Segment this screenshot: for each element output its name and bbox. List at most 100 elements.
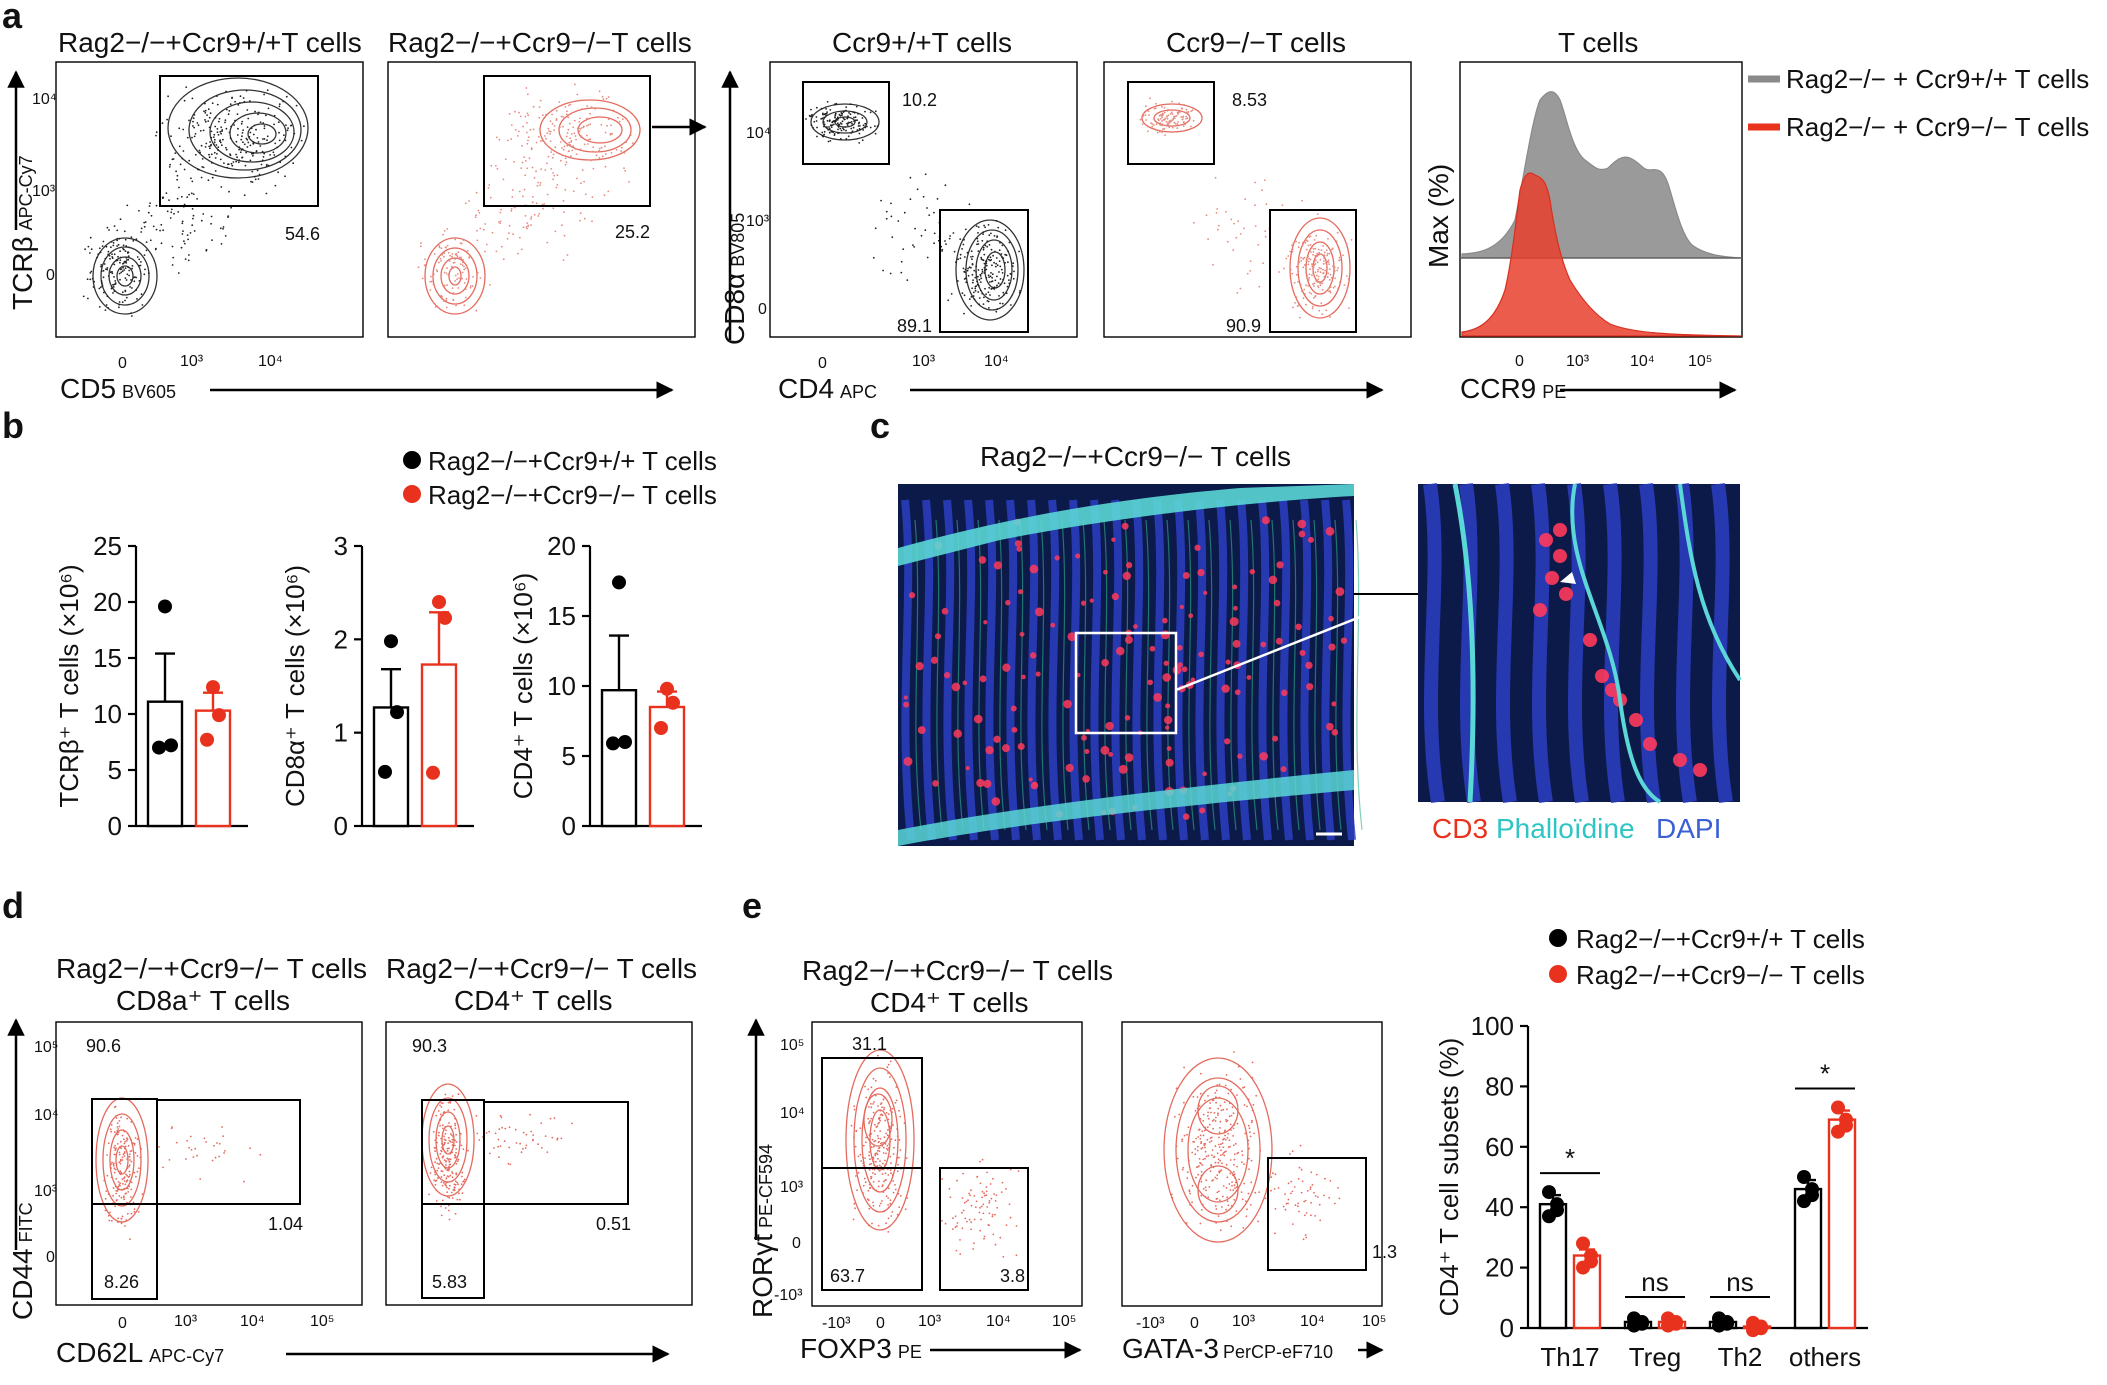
event-dot [542,207,544,210]
event-dot [241,120,244,123]
event-dot [1146,130,1149,133]
event-dot [194,133,197,135]
event-dot [1246,1208,1248,1211]
event-dot [527,225,529,228]
event-dot [498,138,501,141]
event-dot [873,1140,875,1143]
event-dot [1220,1109,1223,1112]
event-dot [91,277,94,280]
event-dot [219,130,222,133]
event-dot [892,1124,894,1126]
event-dot [106,267,109,269]
event-dot [449,1102,452,1104]
event-dot [531,166,534,169]
event-dot [104,257,107,260]
event-dot [1258,285,1261,288]
event-dot [570,133,573,135]
event-dot [1281,204,1284,207]
event-dot [1314,1195,1317,1197]
event-dot [1205,1189,1207,1192]
event-dot [165,192,168,195]
event-dot [598,147,601,150]
event-dot [217,149,220,152]
event-dot [439,1104,441,1107]
event-dot [1244,198,1247,201]
event-dot [1249,1135,1252,1138]
event-dot [109,1211,111,1214]
event-dot [576,93,579,96]
event-dot [462,1148,465,1150]
event-dot [196,198,199,200]
y-tick-label: 20 [547,531,576,561]
event-dot [476,239,479,242]
event-dot [235,160,238,163]
event-dot [854,119,857,122]
event-dot [885,1152,887,1155]
event-dot [990,280,993,283]
event-dot [980,1205,983,1208]
event-dot [225,148,228,151]
event-dot [1247,1139,1250,1142]
event-dot [454,1127,457,1130]
event-dot [539,182,542,184]
event-dot [434,306,437,308]
event-dot [600,124,603,126]
gate-value-a3-cd8: 10.2 [902,90,937,110]
event-dot [513,206,516,209]
event-dot [116,1129,119,1132]
event-dot [239,151,242,154]
event-dot [1322,245,1324,247]
event-dot [978,303,980,306]
event-dot [1264,230,1267,233]
event-dot [461,1175,463,1178]
event-dot [963,238,965,241]
event-dot [124,250,127,253]
event-dot [152,225,155,228]
event-dot [112,242,115,244]
event-dot [183,203,186,206]
event-dot [115,1199,118,1202]
event-dot [446,1157,449,1160]
y-tick-label: 25 [93,531,122,561]
event-dot [453,1144,456,1147]
event-dot [1165,116,1168,118]
event-dot [554,146,557,149]
event-dot [1209,1137,1212,1139]
event-dot [112,286,115,288]
event-dot [121,1215,124,1218]
event-dot [573,119,576,122]
event-dot [1182,125,1185,127]
stain-label-dapi: DAPI [1656,813,1721,844]
y-tick-label: 15 [547,601,576,631]
event-dot [1325,249,1328,252]
event-dot [259,145,262,147]
event-dot [1206,1126,1209,1129]
event-dot [1187,111,1189,114]
gate-value-d2-right: 0.51 [596,1214,631,1234]
event-dot [1220,1143,1222,1146]
event-dot [476,271,479,274]
event-dot [598,149,601,152]
event-dot [522,195,524,198]
event-dot [1002,257,1005,259]
event-dot [1329,1180,1332,1182]
event-dot [217,134,220,136]
event-dot [110,1124,113,1126]
event-dot [837,123,840,126]
event-dot [833,119,835,122]
event-dot [169,163,172,166]
event-dot [623,152,626,154]
event-dot [523,156,526,159]
event-dot [495,165,497,167]
event-dot [237,127,239,130]
event-dot [107,1214,110,1217]
event-dot [535,141,538,144]
event-dot [1158,131,1161,133]
event-dot [889,1060,892,1063]
event-dot [859,125,861,127]
event-dot [112,292,114,294]
event-dot [839,122,842,124]
event-dot [883,1096,886,1099]
event-dot [242,129,245,132]
event-dot [955,261,957,264]
